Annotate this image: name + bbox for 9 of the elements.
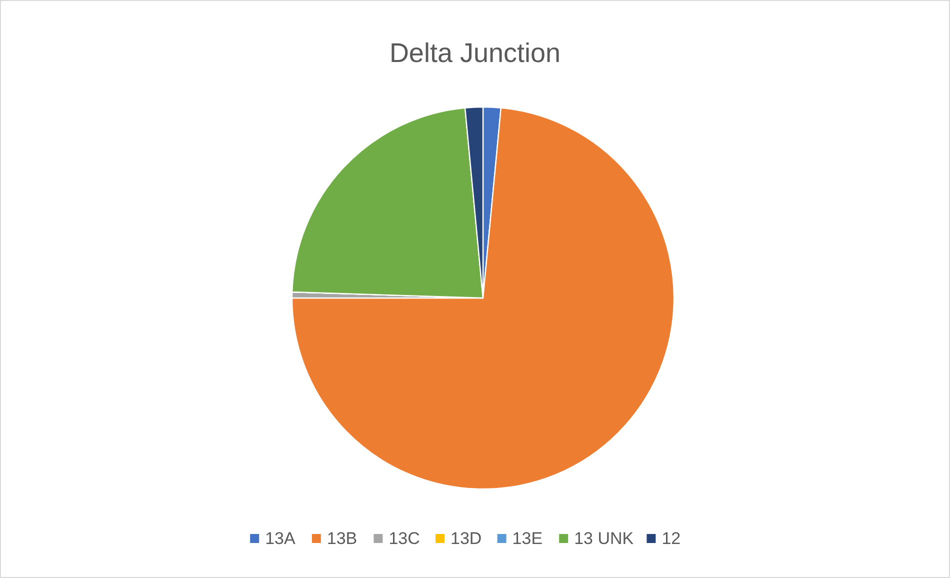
chart-title: Delta Junction xyxy=(389,38,561,68)
legend-label: 13A xyxy=(265,529,296,548)
legend-label: 12 xyxy=(662,529,681,548)
pie-slice xyxy=(291,107,674,490)
legend-label: 13D xyxy=(450,529,482,548)
legend-label: 13 UNK xyxy=(574,529,634,548)
legend-label: 13E xyxy=(512,529,543,548)
legend-label: 13C xyxy=(388,529,420,548)
legend-label: 13B xyxy=(326,529,358,548)
